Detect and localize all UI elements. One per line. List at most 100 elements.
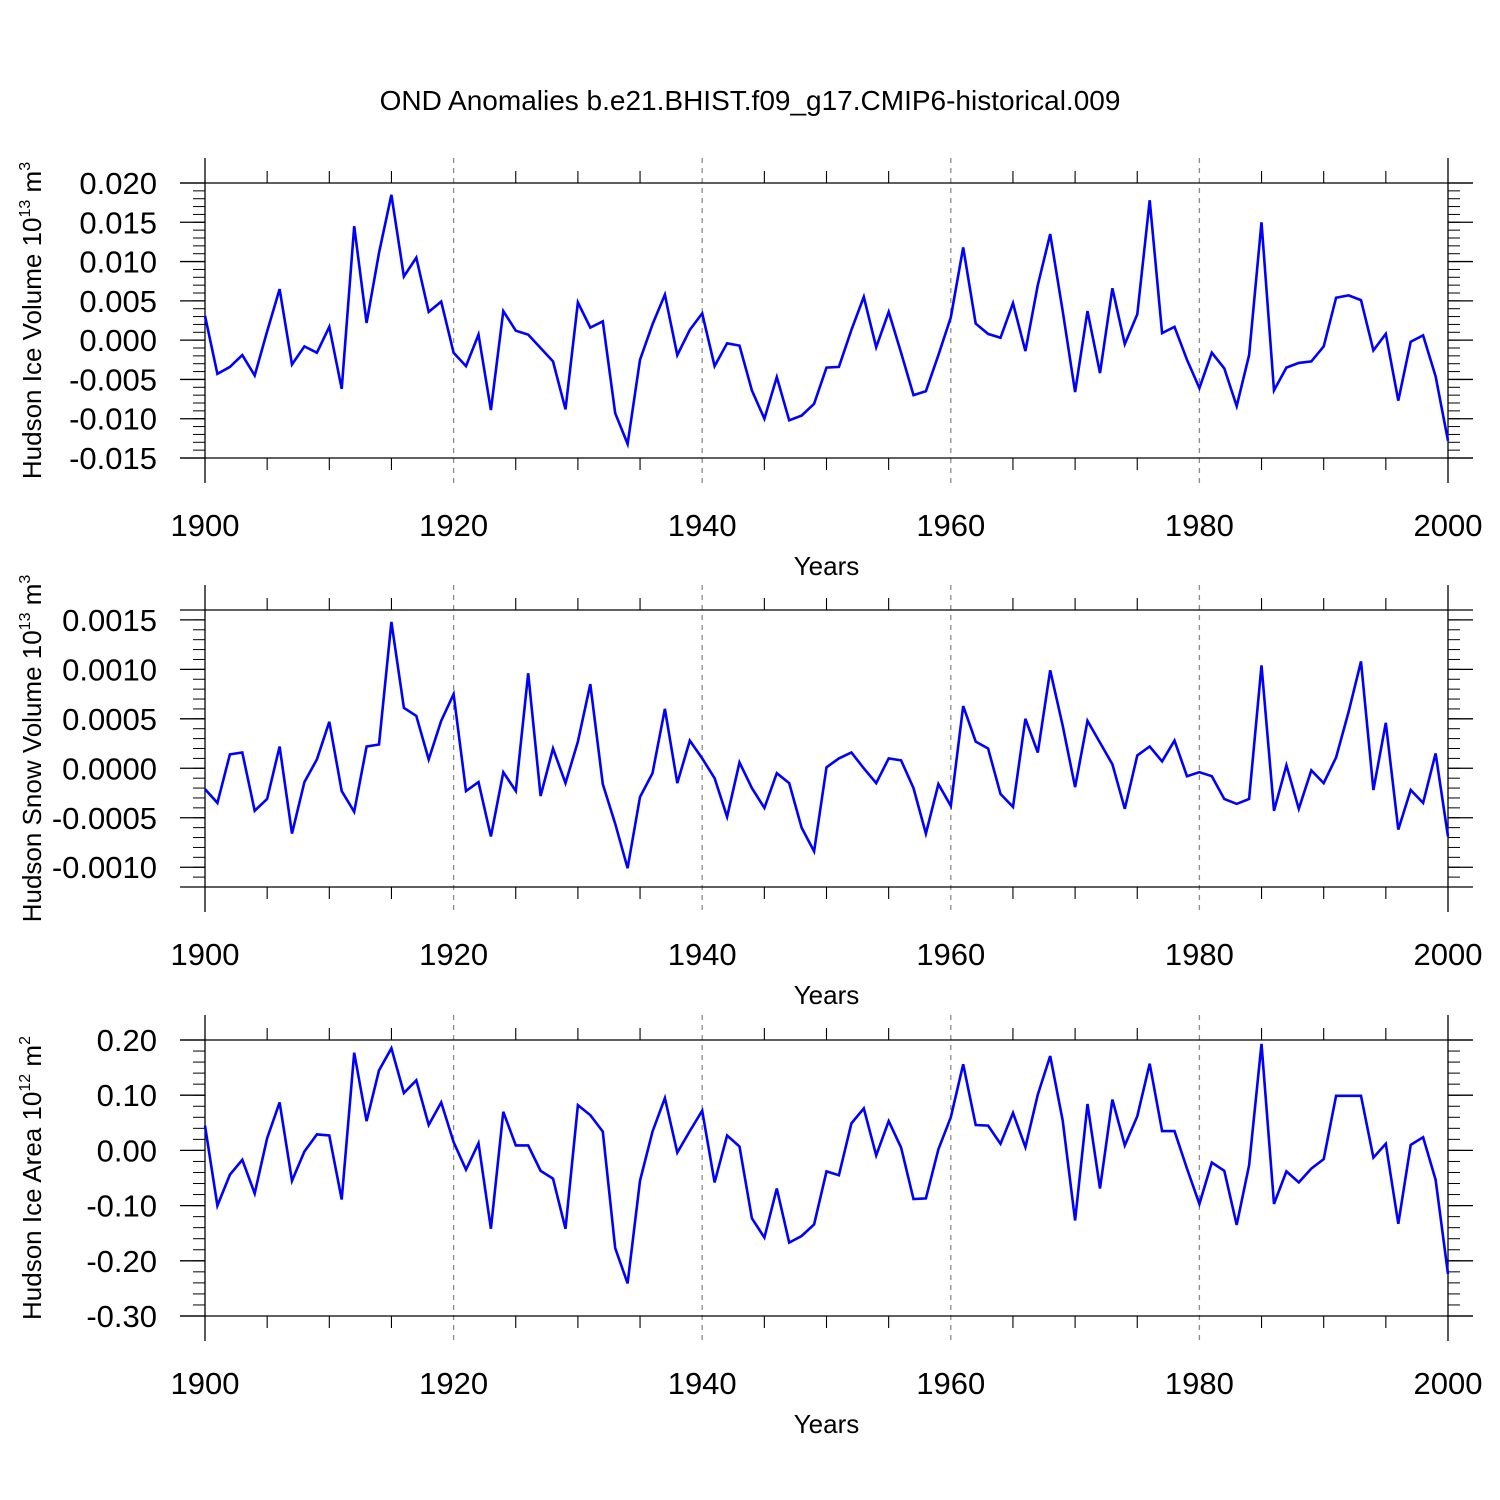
data-point <box>999 793 1001 795</box>
data-point <box>1236 803 1238 805</box>
data-point <box>788 1241 790 1243</box>
data-point <box>1037 1093 1039 1095</box>
data-point <box>975 740 977 742</box>
data-point <box>850 329 852 331</box>
data-point <box>403 707 405 709</box>
data-point <box>440 720 442 722</box>
y-tick-label: 0.000 <box>79 323 157 358</box>
data-point <box>291 363 293 365</box>
data-point <box>962 705 964 707</box>
data-point <box>676 354 678 356</box>
data-point <box>1161 1130 1163 1132</box>
data-point <box>925 1197 927 1199</box>
y-tick-label: 0.020 <box>79 166 157 201</box>
data-point <box>1074 786 1076 788</box>
x-tick-label-1940: 1940 <box>668 937 737 972</box>
data-point <box>1273 810 1275 812</box>
data-point <box>950 1116 952 1118</box>
data-point <box>987 333 989 335</box>
data-point <box>1335 297 1337 299</box>
data-point <box>912 1198 914 1200</box>
data-point <box>428 758 430 760</box>
x-tick-label-2000: 2000 <box>1414 937 1483 972</box>
data-point <box>639 359 641 361</box>
y-axis-title-text: Hudson Ice Area 10 <box>17 1092 47 1320</box>
data-point <box>664 708 666 710</box>
data-point <box>788 782 790 784</box>
data-point <box>1310 360 1312 362</box>
data-point <box>589 683 591 685</box>
y-axis-title-exponent: 13 <box>17 612 34 630</box>
data-point <box>950 316 952 318</box>
y-axis-title-exponent: 2 <box>17 1036 34 1045</box>
data-point <box>502 771 504 773</box>
data-point <box>1223 1170 1225 1172</box>
data-point <box>1285 764 1287 766</box>
data-point <box>204 1124 206 1126</box>
data-point <box>689 1130 691 1132</box>
data-point <box>1397 1223 1399 1225</box>
data-point <box>776 1187 778 1189</box>
x-tick-label-1920: 1920 <box>419 937 488 972</box>
data-point <box>1372 789 1374 791</box>
data-point <box>1248 798 1250 800</box>
data-point <box>589 326 591 328</box>
data-point <box>1434 1179 1436 1181</box>
data-point <box>490 835 492 837</box>
data-point <box>1186 359 1188 361</box>
data-point <box>1062 310 1064 312</box>
data-point <box>1124 808 1126 810</box>
y-tick-label: -0.0010 <box>52 850 157 885</box>
data-point <box>1223 798 1225 800</box>
data-point <box>1136 1115 1138 1117</box>
data-point <box>626 1282 628 1284</box>
data-point <box>800 1235 802 1237</box>
data-point <box>328 326 330 328</box>
y-axis-title-exponent: 3 <box>17 162 34 171</box>
data-point <box>1024 1146 1026 1148</box>
data-point <box>241 1159 243 1161</box>
y-tick-label: 0.00 <box>97 1133 157 1168</box>
data-point <box>602 783 604 785</box>
data-point <box>639 1180 641 1182</box>
y-axis-title-exponent: 3 <box>17 575 34 584</box>
data-point <box>863 1107 865 1109</box>
data-point <box>1173 1130 1175 1132</box>
data-point <box>776 772 778 774</box>
data-point <box>763 1236 765 1238</box>
data-point <box>900 759 902 761</box>
data-point <box>1310 1167 1312 1169</box>
data-point <box>1385 1143 1387 1145</box>
data-point <box>415 715 417 717</box>
data-point <box>1323 345 1325 347</box>
y-tick-label: -0.10 <box>86 1189 157 1224</box>
y-axis-title-text: m <box>17 171 47 200</box>
data-point <box>726 816 728 818</box>
x-axis-title: Years <box>794 1409 860 1439</box>
y-tick-label: -0.20 <box>86 1244 157 1279</box>
data-point <box>254 374 256 376</box>
data-point <box>738 1145 740 1147</box>
data-point <box>1260 664 1262 666</box>
x-tick-label-1900: 1900 <box>171 937 240 972</box>
data-point <box>1298 808 1300 810</box>
x-tick-label-1940: 1940 <box>668 1366 737 1401</box>
data-point <box>1198 1203 1200 1205</box>
data-point <box>975 322 977 324</box>
data-point <box>266 1137 268 1139</box>
data-point <box>527 333 529 335</box>
data-point <box>1372 349 1374 351</box>
data-point <box>341 388 343 390</box>
data-point <box>664 1097 666 1099</box>
data-point <box>390 621 392 623</box>
data-point <box>676 782 678 784</box>
data-point <box>490 409 492 411</box>
y-axis-title-text: Hudson Snow Volume 10 <box>17 630 47 922</box>
data-point <box>577 740 579 742</box>
x-tick-label-1960: 1960 <box>916 508 985 543</box>
data-point <box>999 337 1001 339</box>
data-point <box>602 320 604 322</box>
data-point <box>1049 233 1051 235</box>
data-point <box>1323 782 1325 784</box>
data-point <box>888 1120 890 1122</box>
